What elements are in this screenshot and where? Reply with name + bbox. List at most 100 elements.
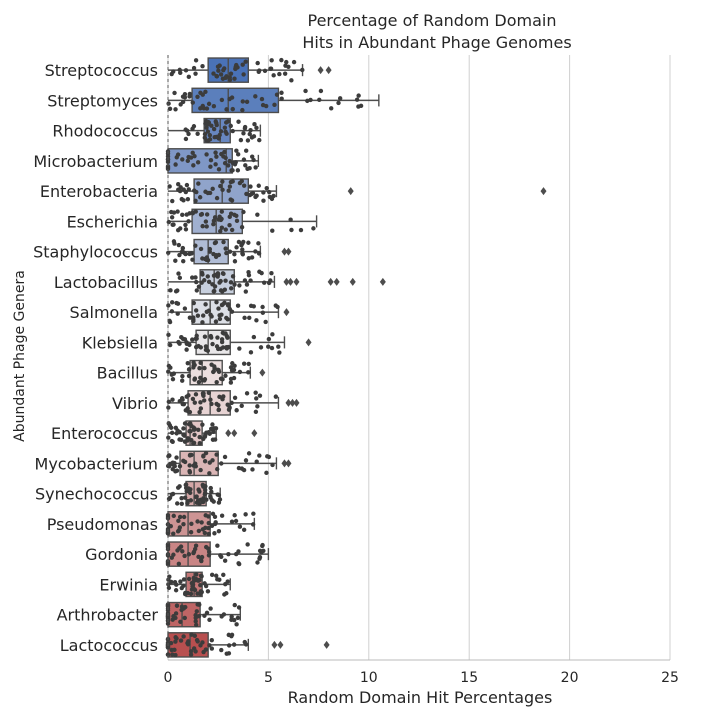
swarm-point-rhodococcus-24 bbox=[225, 119, 231, 124]
swarm-point-bacillus-14 bbox=[231, 367, 237, 373]
swarm-point-salmonella-34 bbox=[167, 319, 173, 325]
swarm-point-escherichia-14 bbox=[171, 210, 177, 215]
outlier-vibrio-2 bbox=[293, 398, 300, 407]
swarm-point-enterobacteria-49 bbox=[228, 179, 234, 185]
swarm-point-streptococcus-12 bbox=[271, 73, 276, 78]
swarm-point-erwinia-48 bbox=[198, 589, 204, 594]
swarm-point-mycobacterium-48 bbox=[270, 462, 275, 468]
swarm-point-klebsiella-40 bbox=[194, 333, 199, 338]
swarm-point-salmonella-36 bbox=[263, 319, 268, 325]
swarm-point-streptomyces-18 bbox=[173, 107, 178, 112]
swarm-point-klebsiella-39 bbox=[266, 336, 272, 342]
swarm-point-synechococcus-43 bbox=[209, 489, 214, 495]
swarm-point-microbacterium-49 bbox=[208, 164, 213, 169]
swarm-point-bacillus-43 bbox=[202, 365, 207, 371]
swarm-point-bacillus-17 bbox=[228, 365, 234, 370]
swarm-point-vibrio-40 bbox=[193, 392, 199, 397]
swarm-point-klebsiella-45 bbox=[180, 336, 186, 342]
outlier-mycobacterium-0 bbox=[281, 459, 288, 468]
box-klebsiella bbox=[195, 329, 231, 356]
swarm-point-salmonella-42 bbox=[175, 301, 181, 306]
swarm-point-klebsiella-20 bbox=[258, 345, 264, 350]
swarm-point-microbacterium-4 bbox=[191, 163, 196, 168]
swarm-point-escherichia-47 bbox=[241, 209, 246, 215]
swarm-point-lactococcus-21 bbox=[209, 646, 215, 651]
swarm-point-vibrio-39 bbox=[209, 401, 214, 407]
swarm-point-enterococcus-48 bbox=[188, 421, 193, 426]
swarm-point-rhodococcus-47 bbox=[217, 132, 222, 138]
swarm-point-pseudomonas-47 bbox=[212, 521, 218, 527]
swarm-point-staphylococcus-13 bbox=[256, 241, 261, 246]
swarm-point-mycobacterium-9 bbox=[174, 455, 179, 460]
swarm-point-erwinia-42 bbox=[191, 575, 197, 581]
swarm-point-enterobacteria-23 bbox=[196, 181, 201, 186]
swarm-point-streptomyces-34 bbox=[264, 103, 269, 109]
swarm-point-arthrobacter-14 bbox=[202, 613, 207, 618]
swarm-point-enterobacteria-46 bbox=[220, 179, 225, 184]
swarm-point-streptococcus-29 bbox=[191, 65, 197, 71]
swarm-point-pseudomonas-44 bbox=[177, 514, 183, 520]
swarm-point-klebsiella-10 bbox=[276, 344, 281, 349]
swarm-point-enterobacteria-20 bbox=[266, 189, 272, 195]
swarm-point-mycobacterium-30 bbox=[210, 458, 215, 463]
swarm-point-arthrobacter-46 bbox=[165, 621, 171, 626]
swarm-point-vibrio-45 bbox=[198, 406, 204, 411]
swarm-point-salmonella-20 bbox=[191, 318, 196, 324]
swarm-point-erwinia-16 bbox=[178, 579, 183, 584]
swarm-point-escherichia-39 bbox=[289, 227, 294, 233]
swarm-point-salmonella-17 bbox=[214, 299, 219, 305]
swarm-point-erwinia-30 bbox=[202, 581, 207, 586]
swarm-point-enterobacteria-1 bbox=[244, 191, 249, 197]
swarm-point-streptococcus-24 bbox=[193, 58, 199, 63]
swarm-point-staphylococcus-18 bbox=[183, 251, 188, 257]
swarm-point-erwinia-36 bbox=[166, 585, 172, 591]
swarm-point-streptococcus-47 bbox=[215, 64, 221, 69]
swarm-point-synechococcus-37 bbox=[202, 487, 208, 493]
swarm-point-mycobacterium-1 bbox=[202, 459, 208, 464]
swarm-point-synechococcus-9 bbox=[175, 501, 180, 506]
swarm-point-gordonia-1 bbox=[176, 561, 182, 567]
swarm-point-enterobacteria-28 bbox=[193, 198, 198, 203]
swarm-point-staphylococcus-47 bbox=[200, 256, 205, 261]
swarm-point-escherichia-15 bbox=[169, 215, 175, 220]
swarm-point-vibrio-18 bbox=[257, 393, 263, 398]
outlier-streptococcus-0 bbox=[317, 66, 324, 75]
swarm-point-microbacterium-30 bbox=[233, 160, 238, 165]
swarm-point-rhodococcus-38 bbox=[218, 129, 224, 134]
y-tick-label-bacillus: Bacillus bbox=[97, 364, 158, 383]
swarm-point-salmonella-23 bbox=[166, 303, 171, 308]
swarm-point-synechococcus-49 bbox=[197, 489, 202, 494]
swarm-point-pseudomonas-3 bbox=[210, 511, 216, 517]
swarm-point-streptomyces-6 bbox=[230, 106, 235, 112]
swarm-point-rhodococcus-0 bbox=[248, 127, 253, 133]
swarm-point-pseudomonas-48 bbox=[165, 512, 171, 518]
swarm-point-microbacterium-10 bbox=[251, 157, 256, 163]
swarm-point-enterococcus-33 bbox=[173, 425, 179, 431]
swarm-point-streptococcus-19 bbox=[269, 58, 274, 63]
swarm-point-enterococcus-32 bbox=[210, 422, 215, 427]
swarm-point-klebsiella-5 bbox=[190, 337, 195, 342]
swarm-point-erwinia-40 bbox=[196, 578, 201, 583]
swarm-point-salmonella-49 bbox=[225, 303, 231, 308]
swarm-point-microbacterium-23 bbox=[204, 152, 209, 157]
swarm-point-bacillus-44 bbox=[212, 364, 217, 369]
swarm-point-erwinia-46 bbox=[209, 572, 215, 578]
swarm-point-lactobacillus-6 bbox=[205, 274, 210, 279]
swarm-point-lactobacillus-44 bbox=[217, 280, 222, 285]
swarm-point-klebsiella-46 bbox=[248, 350, 254, 355]
swarm-point-vibrio-10 bbox=[184, 394, 189, 399]
swarm-point-streptomyces-27 bbox=[336, 100, 341, 106]
swarm-point-pseudomonas-8 bbox=[212, 531, 217, 536]
swarm-point-microbacterium-35 bbox=[249, 154, 255, 159]
swarm-point-lactobacillus-8 bbox=[243, 289, 249, 294]
swarm-point-staphylococcus-4 bbox=[173, 258, 178, 263]
swarm-point-rhodococcus-44 bbox=[242, 126, 248, 131]
swarm-point-bacillus-22 bbox=[166, 369, 171, 374]
swarm-point-bacillus-46 bbox=[223, 373, 228, 378]
chart-title-line-2: Hits in Abundant Phage Genomes bbox=[302, 33, 571, 52]
swarm-point-klebsiella-48 bbox=[167, 342, 173, 348]
swarm-point-pseudomonas-7 bbox=[206, 520, 211, 526]
swarm-point-microbacterium-31 bbox=[222, 160, 228, 166]
swarm-point-enterococcus-1 bbox=[200, 422, 205, 427]
swarm-point-salmonella-24 bbox=[203, 302, 208, 307]
